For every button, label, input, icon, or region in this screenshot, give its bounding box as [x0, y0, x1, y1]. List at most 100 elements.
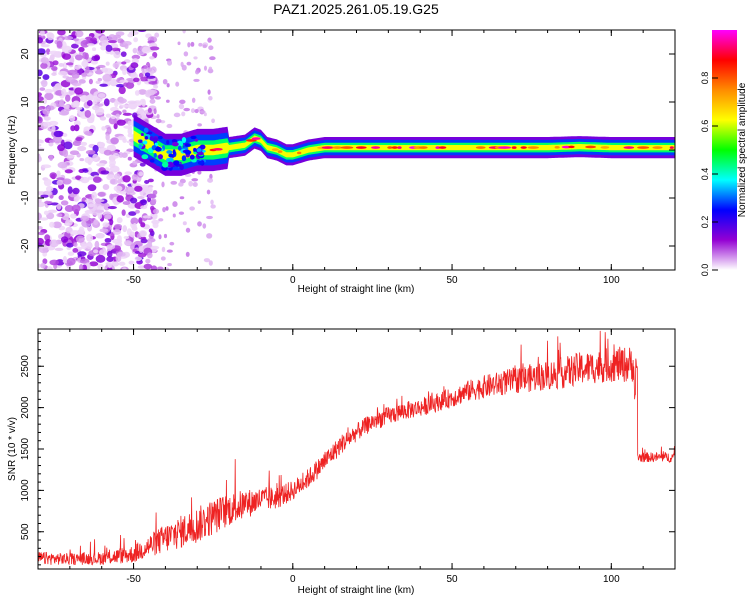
spectrogram-noise-blob — [41, 164, 52, 169]
spectrogram-noise-blob — [112, 62, 120, 69]
spectrogram-noise-blob — [106, 174, 116, 181]
spectrogram-noise-blob — [92, 153, 99, 161]
spectrogram-noise-blob — [185, 251, 190, 257]
spectrogram-noise-blob — [58, 63, 65, 67]
spectrogram-noise-blob — [114, 99, 119, 108]
spectrogram-noise-blob — [116, 217, 123, 224]
spectrogram-noise-blob — [139, 230, 146, 238]
spectrogram-noise-blob — [97, 93, 106, 98]
colorbar-ticks: 0.0 0.2 0.4 0.6 0.8 — [700, 72, 718, 276]
snr-xlabel: Height of straight line (km) — [298, 585, 415, 596]
spectrogram-noise-blob — [113, 185, 123, 192]
spectrogram-noise-blob — [147, 186, 153, 193]
spectrogram-noise-blob — [116, 235, 122, 242]
spectrogram-ridge-peak — [296, 151, 302, 155]
spectrogram-ridge-speckle — [140, 132, 144, 137]
spectrogram-noise-blob — [92, 105, 100, 111]
spectrogram-noise-blob — [109, 78, 118, 87]
spectrogram-noise-blob — [38, 111, 42, 117]
snr-ytick-label: 1000 — [20, 479, 31, 502]
spectrogram-xlabel: Height of straight line (km) — [298, 284, 415, 295]
colorbar-tick-label: 0.4 — [700, 168, 710, 181]
spectrogram-noise-blob — [118, 98, 127, 104]
spectrogram-noise-blob — [74, 65, 81, 70]
spectrogram-noise-blob — [147, 67, 153, 72]
spectrogram-ridge-speckle — [181, 155, 187, 162]
spectrogram-noise-blob — [156, 114, 160, 119]
spectrogram-noise-blob — [153, 108, 157, 115]
spectrogram-ridge-speckle — [199, 144, 206, 150]
spectrogram-noise-blob — [80, 40, 90, 48]
spectrogram-ytick-label: 10 — [20, 96, 31, 108]
snr-series-line — [38, 330, 675, 566]
spectrogram-noise-blob — [38, 226, 43, 230]
spectrogram-noise-blob — [163, 233, 168, 239]
spectrogram-noise-blob — [155, 118, 162, 124]
spectrogram-ridge-peak — [391, 146, 398, 149]
spectrogram-noise-blob — [140, 98, 146, 103]
spectrogram-noise-blob — [48, 50, 59, 55]
spectrogram-noise-blob — [38, 139, 43, 144]
spectrogram-noise-blob — [122, 68, 127, 76]
spectrogram-noise-blob — [154, 96, 161, 100]
spectrogram-noise-blob — [197, 200, 201, 204]
spectrogram-ridge-speckle — [177, 145, 182, 151]
spectrogram-noise-blob — [56, 213, 63, 218]
spectrogram-noise-blob — [124, 171, 132, 176]
spectrogram-noise-blob — [121, 209, 126, 216]
spectrogram-noise-blob — [98, 142, 106, 148]
spectrogram-noise-blob — [56, 40, 63, 49]
spectrogram-xtick-label: 0 — [290, 275, 296, 286]
spectrogram-noise-blob — [95, 254, 106, 263]
spectrogram-noise-blob — [162, 78, 168, 85]
spectrogram-noise-blob — [139, 162, 146, 167]
spectrogram-noise-blob — [64, 169, 73, 174]
spectrogram-noise-blob — [166, 123, 173, 129]
spectrogram-ridge-peak — [251, 137, 261, 140]
spectrogram-noise-blob — [116, 251, 126, 257]
spectrogram-noise-blob — [72, 187, 80, 195]
spectrogram-noise-blob — [118, 86, 126, 95]
spectrogram-noise-blob — [103, 98, 110, 107]
spectrogram-ridge-peak — [438, 146, 447, 149]
spectrogram-ridge-speckle — [166, 161, 174, 168]
spectrogram-ridge-peak — [371, 146, 381, 149]
spectrogram-noise-blob — [106, 244, 116, 250]
spectrogram-noise-blob — [120, 51, 127, 57]
spectrogram-noise-blob — [90, 96, 97, 101]
spectrogram-noise-blob — [131, 173, 138, 181]
spectrogram-noise-blob — [53, 130, 64, 138]
spectrogram-noise-blob — [103, 149, 112, 156]
spectrogram-ridge-peak — [520, 146, 527, 149]
spectrogram-noise-blob — [61, 88, 67, 97]
spectrogram-ridge-speckle — [149, 135, 154, 141]
spectrogram-noise-blob — [62, 256, 68, 264]
spectrogram-noise-blob — [72, 248, 79, 253]
spectrogram-noise-blob — [58, 110, 69, 116]
spectrogram-noise-blob — [97, 192, 106, 197]
spectrogram-noise-blob — [86, 241, 93, 250]
spectrogram-noise-blob — [65, 94, 71, 102]
spectrogram-ridge-peak — [277, 150, 283, 153]
spectrogram-noise-blob — [110, 137, 119, 145]
spectrogram-noise-blob — [52, 60, 59, 66]
spectrogram-ridge-speckle — [144, 136, 149, 140]
spectrogram-noise-blob — [130, 62, 139, 69]
spectrogram-noise-blob — [144, 72, 151, 77]
spectrogram-noise-blob — [178, 103, 185, 110]
spectrogram-noise-blob — [69, 56, 75, 65]
spectrogram-noise-blob — [121, 104, 130, 108]
spectrogram-noise-blob — [38, 231, 45, 236]
spectrogram-ridge-speckle — [171, 142, 179, 147]
spectrogram-ridge-peak — [669, 146, 674, 149]
spectrogram-noise-blob — [58, 195, 64, 201]
spectrogram-noise-blob — [150, 205, 155, 211]
spectrogram-noise-blob — [62, 53, 72, 60]
spectrogram-noise-blob — [124, 43, 129, 49]
spectrogram-noise-blob — [130, 217, 139, 225]
spectrogram-noise-blob — [56, 177, 65, 181]
snr-ylabel: SNR (10 * v/v) — [7, 417, 18, 481]
spectrogram-noise-blob — [79, 157, 85, 162]
spectrogram-ridge-speckle — [138, 139, 143, 144]
spectrogram-noise-blob — [106, 267, 113, 270]
